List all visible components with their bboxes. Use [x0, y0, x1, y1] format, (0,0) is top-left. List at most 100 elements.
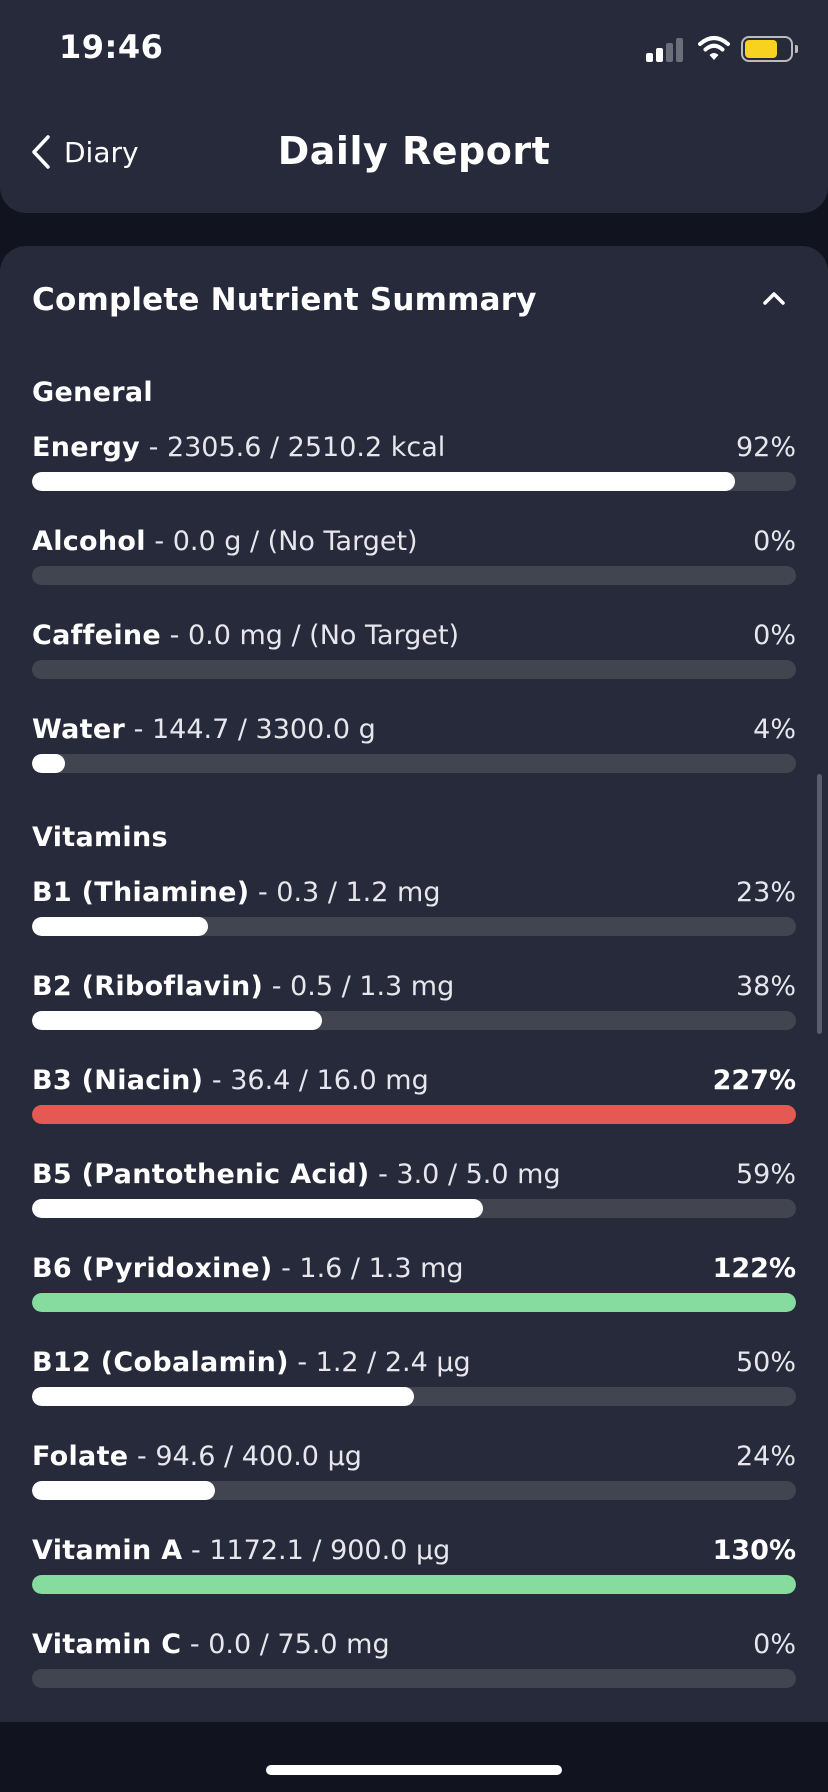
nutrient-row[interactable]: B6 (Pyridoxine) - 1.6 / 1.3 mg 122%	[32, 1253, 796, 1313]
nutrient-amount: - 0.3 / 1.2 mg	[249, 877, 441, 908]
nutrient-amount: - 3.0 / 5.0 mg	[369, 1159, 561, 1190]
nutrient-row[interactable]: B1 (Thiamine) - 0.3 / 1.2 mg 23%	[32, 877, 796, 937]
nutrient-label: B1 (Thiamine) - 0.3 / 1.2 mg	[32, 877, 440, 908]
battery-icon	[741, 36, 798, 62]
nutrient-label: Water - 144.7 / 3300.0 g	[32, 714, 376, 745]
nutrient-name: B12 (Cobalamin)	[32, 1347, 289, 1378]
nutrient-percent: 227%	[712, 1065, 796, 1096]
nutrient-row[interactable]: Vitamin A - 1172.1 / 900.0 µg 130%	[32, 1535, 796, 1595]
nutrient-label: B2 (Riboflavin) - 0.5 / 1.3 mg	[32, 971, 454, 1002]
nutrient-label: B5 (Pantothenic Acid) - 3.0 / 5.0 mg	[32, 1159, 561, 1190]
nutrient-name: Vitamin A	[32, 1535, 183, 1566]
nutrient-percent: 38%	[735, 971, 796, 1002]
nutrient-name: Caffeine	[32, 620, 162, 651]
progress-fill	[32, 1293, 796, 1312]
progress-fill	[32, 1481, 216, 1500]
chevron-up-icon[interactable]	[762, 290, 786, 306]
nutrient-percent: 23%	[735, 877, 796, 908]
nutrient-row[interactable]: B3 (Niacin) - 36.4 / 16.0 mg 227%	[32, 1065, 796, 1125]
header-bar: 19:46 Diary Daily Rep	[0, 0, 828, 213]
nutrient-percent: 24%	[735, 1441, 796, 1472]
nutrient-amount: - 0.0 mg / (No Target)	[161, 620, 460, 651]
nutrient-amount: - 1.2 / 2.4 µg	[288, 1347, 471, 1378]
progress-fill	[32, 1575, 796, 1594]
nutrient-name: Energy	[32, 432, 141, 463]
signal-icon	[646, 36, 686, 62]
nutrient-name: Vitamin C	[32, 1629, 182, 1660]
nutrient-amount: - 0.0 g / (No Target)	[145, 526, 418, 557]
page-title: Daily Report	[277, 129, 551, 173]
nutrient-amount: - 0.5 / 1.3 mg	[263, 971, 455, 1002]
progress-track	[32, 472, 796, 491]
progress-track	[32, 1387, 796, 1406]
nutrient-amount: - 36.4 / 16.0 mg	[203, 1065, 429, 1096]
chevron-left-icon	[32, 135, 50, 169]
nutrient-percent: 0%	[753, 620, 796, 651]
nutrient-name: B2 (Riboflavin)	[32, 971, 264, 1002]
nutrient-label: Vitamin A - 1172.1 / 900.0 µg	[32, 1535, 450, 1566]
progress-track	[32, 1011, 796, 1030]
nutrient-percent: 0%	[753, 1629, 796, 1660]
summary-header[interactable]: Complete Nutrient Summary	[32, 282, 796, 324]
back-button[interactable]: Diary	[30, 130, 139, 174]
scrollbar[interactable]	[817, 774, 822, 1034]
nutrient-row[interactable]: B12 (Cobalamin) - 1.2 / 2.4 µg 50%	[32, 1347, 796, 1407]
nutrient-percent: 122%	[712, 1253, 796, 1284]
progress-track	[32, 1669, 796, 1688]
summary-title: Complete Nutrient Summary	[32, 282, 537, 318]
progress-track	[32, 566, 796, 585]
progress-fill	[32, 754, 65, 773]
nutrient-amount: - 1172.1 / 900.0 µg	[182, 1535, 451, 1566]
progress-track	[32, 1199, 796, 1218]
nutrient-amount: - 144.7 / 3300.0 g	[125, 714, 376, 745]
progress-fill	[32, 917, 208, 936]
nutrient-name: B6 (Pyridoxine)	[32, 1253, 273, 1284]
nutrient-row[interactable]: Caffeine - 0.0 mg / (No Target) 0%	[32, 620, 796, 680]
progress-fill	[32, 1011, 323, 1030]
nutrient-label: Alcohol - 0.0 g / (No Target)	[32, 526, 418, 557]
progress-track	[32, 660, 796, 679]
nutrient-row[interactable]: Folate - 94.6 / 400.0 µg 24%	[32, 1441, 796, 1501]
nutrient-label: Caffeine - 0.0 mg / (No Target)	[32, 620, 459, 651]
nutrient-row[interactable]: Vitamin C - 0.0 / 75.0 mg 0%	[32, 1629, 796, 1689]
nutrient-amount: - 1.6 / 1.3 mg	[272, 1253, 464, 1284]
nutrient-label: B12 (Cobalamin) - 1.2 / 2.4 µg	[32, 1347, 471, 1378]
nutrient-row[interactable]: B2 (Riboflavin) - 0.5 / 1.3 mg 38%	[32, 971, 796, 1031]
progress-fill	[32, 1387, 414, 1406]
progress-track	[32, 1293, 796, 1312]
nutrient-name: B1 (Thiamine)	[32, 877, 250, 908]
nutrient-row[interactable]: Alcohol - 0.0 g / (No Target) 0%	[32, 526, 796, 586]
nutrient-name: Alcohol	[32, 526, 146, 557]
progress-track	[32, 1575, 796, 1594]
section-title: General	[32, 377, 153, 408]
nutrient-percent: 0%	[753, 526, 796, 557]
progress-track	[32, 1105, 796, 1124]
nutrient-amount: - 2305.6 / 2510.2 kcal	[140, 432, 446, 463]
nutrient-name: Folate	[32, 1441, 129, 1472]
progress-fill	[32, 1199, 483, 1218]
nutrient-amount: - 0.0 / 75.0 mg	[181, 1629, 390, 1660]
nutrient-percent: 50%	[735, 1347, 796, 1378]
nutrient-label: Vitamin C - 0.0 / 75.0 mg	[32, 1629, 390, 1660]
wifi-icon	[698, 36, 730, 60]
progress-track	[32, 917, 796, 936]
progress-fill	[32, 472, 735, 491]
progress-fill	[32, 1105, 796, 1124]
nutrient-percent: 59%	[735, 1159, 796, 1190]
nutrient-label: B6 (Pyridoxine) - 1.6 / 1.3 mg	[32, 1253, 464, 1284]
nutrient-percent: 92%	[735, 432, 796, 463]
nutrient-row[interactable]: B5 (Pantothenic Acid) - 3.0 / 5.0 mg 59%	[32, 1159, 796, 1219]
nutrient-summary-card	[0, 246, 828, 1722]
back-label: Diary	[64, 135, 139, 169]
home-indicator[interactable]	[266, 1765, 562, 1775]
nutrient-label: B3 (Niacin) - 36.4 / 16.0 mg	[32, 1065, 429, 1096]
status-time: 19:46	[59, 28, 164, 66]
nutrient-row[interactable]: Energy - 2305.6 / 2510.2 kcal 92%	[32, 432, 796, 492]
nutrient-name: Water	[32, 714, 126, 745]
nutrient-row[interactable]: Water - 144.7 / 3300.0 g 4%	[32, 714, 796, 774]
nutrient-label: Energy - 2305.6 / 2510.2 kcal	[32, 432, 445, 463]
nutrient-name: B3 (Niacin)	[32, 1065, 204, 1096]
progress-track	[32, 1481, 796, 1500]
nutrient-amount: - 94.6 / 400.0 µg	[128, 1441, 362, 1472]
